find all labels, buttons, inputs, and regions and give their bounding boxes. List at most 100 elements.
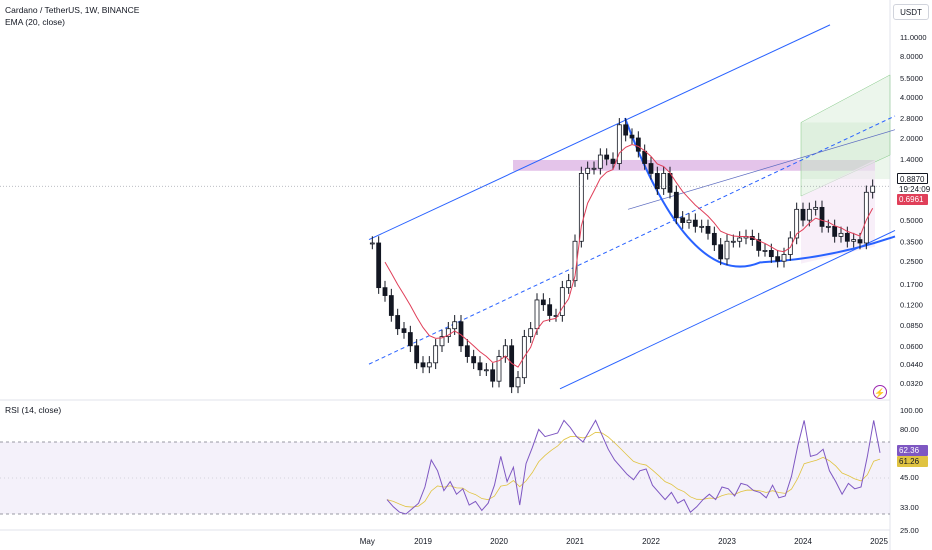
- rsi-ma-line: [386, 431, 881, 508]
- candle: [832, 225, 838, 237]
- candle: [661, 173, 667, 190]
- candle: [781, 254, 787, 262]
- candle: [775, 256, 781, 262]
- candle: [737, 237, 743, 242]
- countdown-badge: 19:24:09: [897, 184, 931, 195]
- candle: [407, 332, 413, 347]
- price-tick-label: 11.0000: [900, 33, 927, 42]
- candle: [844, 232, 850, 242]
- candle: [547, 304, 553, 316]
- symbol-title: Cardano / TetherUS, 1W, BINANCE: [5, 5, 140, 15]
- ema-line: [384, 143, 874, 368]
- channel-lower-line: [559, 230, 896, 390]
- candle: [471, 356, 477, 364]
- price-tick-label: 1.4000: [900, 155, 923, 164]
- candle: [692, 219, 698, 227]
- projection-box: [801, 122, 890, 180]
- candle: [673, 191, 679, 219]
- candle: [426, 362, 432, 368]
- price-tick-label: 0.0320: [900, 379, 923, 388]
- candle: [496, 356, 502, 382]
- candle: [623, 124, 629, 136]
- price-tick-label: 0.3500: [900, 237, 923, 246]
- candle: [515, 377, 521, 388]
- candle: [768, 250, 774, 258]
- candle: [578, 173, 584, 242]
- rsi-line: [386, 419, 881, 515]
- candle: [559, 287, 565, 316]
- price-tick-label: 0.5000: [900, 216, 923, 225]
- currency-button[interactable]: USDT: [893, 4, 929, 20]
- candle: [376, 242, 382, 289]
- candle: [794, 208, 800, 239]
- time-tick-label: 2019: [414, 537, 432, 546]
- cup-arc: [624, 117, 896, 268]
- price-tick-label: 0.2500: [900, 257, 923, 266]
- candle: [806, 208, 812, 221]
- price-tick-label: 0.1200: [900, 301, 923, 310]
- time-tick-label: 2025: [870, 537, 888, 546]
- candle: [800, 208, 806, 221]
- lightning-icon[interactable]: ⚡: [873, 385, 887, 399]
- candle: [762, 250, 768, 252]
- candle: [452, 321, 458, 330]
- rsi-legend: RSI (14, close): [5, 405, 62, 415]
- candle: [401, 328, 407, 333]
- candle: [635, 137, 641, 152]
- last-price-badge: 0.8870: [897, 173, 928, 184]
- rsi-tick-label: 45.00: [900, 473, 919, 482]
- candle: [819, 206, 825, 227]
- candle: [597, 154, 603, 169]
- candle: [414, 345, 420, 364]
- candle: [369, 242, 375, 245]
- ema-value-badge: 0.6961: [897, 194, 928, 205]
- candle: [388, 295, 394, 316]
- candle: [395, 315, 401, 330]
- channel-inner-line: [627, 129, 896, 210]
- candle: [540, 299, 546, 306]
- candle: [439, 336, 445, 347]
- candle: [528, 328, 534, 338]
- candle: [642, 150, 648, 164]
- rsi-tick-label: 33.00: [900, 503, 919, 512]
- rsi-value-badge: 62.36: [897, 445, 928, 456]
- price-tick-label: 0.0600: [900, 342, 923, 351]
- candle: [433, 345, 439, 364]
- channel-upper-line: [368, 24, 831, 241]
- candle: [756, 239, 762, 251]
- candle: [718, 244, 724, 260]
- candle: [477, 362, 483, 371]
- price-tick-label: 5.5000: [900, 74, 923, 83]
- candle: [857, 239, 863, 244]
- candle: [566, 280, 572, 289]
- rsi-tick-label: 100.00: [900, 406, 923, 415]
- time-tick-label: 2024: [794, 537, 812, 546]
- candle: [616, 124, 622, 164]
- candle: [686, 219, 692, 223]
- candle: [680, 217, 686, 223]
- candle: [667, 173, 673, 193]
- time-tick-label: 2020: [490, 537, 508, 546]
- candle: [464, 345, 470, 357]
- candle: [502, 345, 508, 357]
- rsi-tick-label: 80.00: [900, 425, 919, 434]
- candle: [585, 167, 591, 174]
- candle: [787, 237, 793, 255]
- candle: [838, 232, 844, 237]
- time-tick-label: 2023: [718, 537, 736, 546]
- resistance-zone: [513, 159, 875, 171]
- price-tick-label: 2.8000: [900, 114, 923, 123]
- ema-legend: EMA (20, close): [5, 17, 65, 27]
- rsi-ma-value-badge: 61.26: [897, 456, 928, 467]
- channel-mid-line: [368, 115, 896, 365]
- candle: [699, 225, 705, 228]
- candle: [863, 191, 869, 244]
- price-tick-label: 8.0000: [900, 52, 923, 61]
- candle: [382, 287, 388, 296]
- rsi-tick-label: 25.00: [900, 526, 919, 535]
- candle: [604, 154, 610, 160]
- candle: [813, 206, 819, 210]
- candle: [870, 185, 876, 193]
- time-tick-label: May: [360, 537, 375, 546]
